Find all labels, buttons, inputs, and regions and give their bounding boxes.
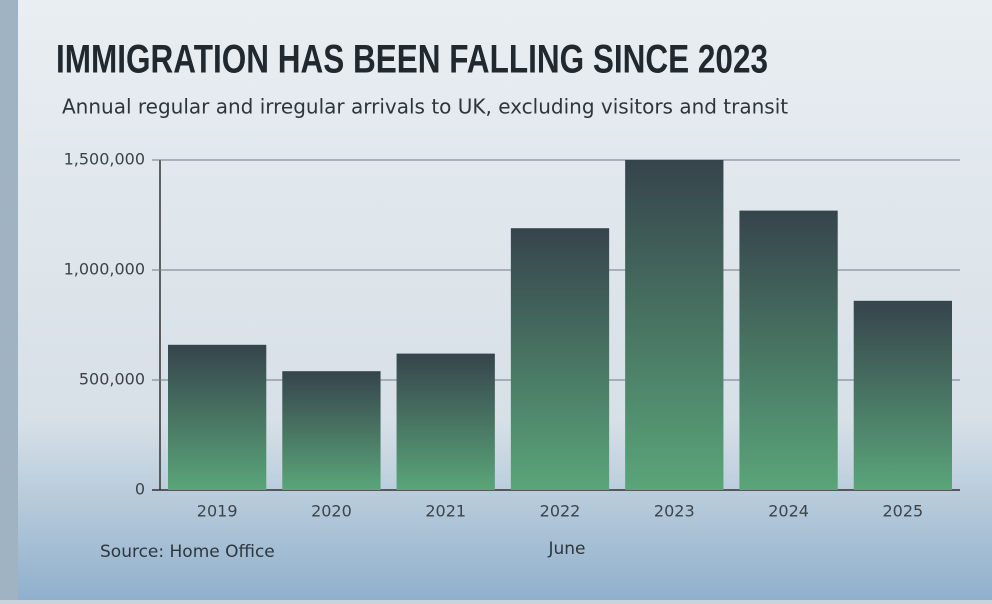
annotation: June (547, 539, 585, 559)
bar (510, 228, 610, 490)
bar (282, 371, 381, 490)
y-tick-label: 1,500,000 (64, 150, 145, 169)
bar (396, 353, 495, 490)
chart-title: IMMIGRATION HAS BEEN FALLING SINCE 2023 (56, 38, 768, 82)
chart-subtitle: Annual regular and irregular arrivals to… (62, 95, 788, 119)
y-tick-label: 1,000,000 (64, 260, 145, 279)
x-tick-label: 2022 (540, 502, 581, 521)
x-tick-label: 2025 (882, 502, 923, 521)
screen (18, 0, 992, 600)
y-tick-label: 500,000 (79, 370, 145, 389)
x-tick-label: 2020 (311, 502, 352, 521)
x-tick-label: 2023 (654, 502, 695, 521)
source: Source: Home Office (100, 542, 275, 562)
y-tick-label: 0 (135, 480, 145, 499)
bar (739, 210, 838, 490)
bar (168, 344, 267, 490)
bar (625, 160, 724, 490)
x-tick-label: 2019 (197, 502, 238, 521)
x-tick-label: 2021 (425, 502, 466, 521)
bar (853, 300, 952, 490)
x-tick-label: 2024 (768, 502, 809, 521)
